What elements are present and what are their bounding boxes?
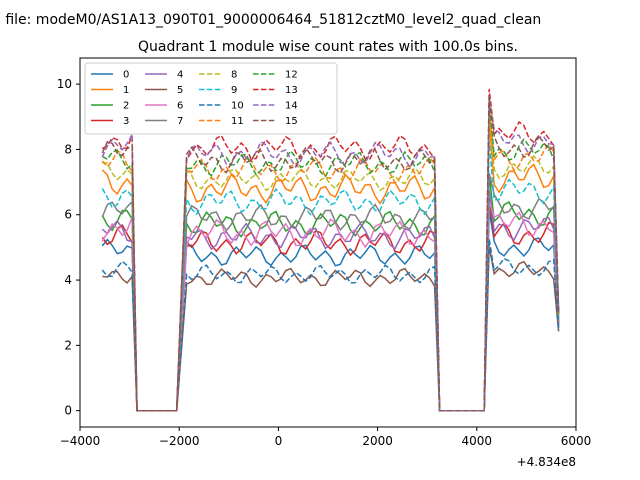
y-tick-label: 0 xyxy=(64,404,72,418)
legend-label-13: 13 xyxy=(285,85,298,96)
x-axis-offset-label: +4.834e8 xyxy=(517,455,576,469)
legend-label-10: 10 xyxy=(231,101,244,112)
legend-label-15: 15 xyxy=(285,116,298,127)
y-tick-label: 6 xyxy=(64,208,72,222)
y-axis: 0 2 4 6 8 10 xyxy=(57,77,80,418)
legend-label-2: 2 xyxy=(123,101,129,112)
legend-label-3: 3 xyxy=(123,116,129,127)
x-tick-label: 2000 xyxy=(362,434,393,448)
x-tick-label: 6000 xyxy=(561,434,592,448)
series-line-8 xyxy=(102,110,560,412)
chart-title: Quadrant 1 module wise count rates with … xyxy=(138,39,518,55)
y-tick-label: 2 xyxy=(64,338,72,352)
y-tick-label: 8 xyxy=(64,142,72,156)
x-tick-label: 4000 xyxy=(462,434,493,448)
legend-label-4: 4 xyxy=(177,70,183,81)
legend-label-8: 8 xyxy=(231,70,237,81)
x-tick-label: 0 xyxy=(275,434,283,448)
legend-label-6: 6 xyxy=(177,101,183,112)
x-axis: −4000 −2000 0 2000 4000 6000 xyxy=(60,427,592,448)
y-tick-label: 4 xyxy=(64,273,72,287)
series-line-15 xyxy=(101,96,560,412)
y-tick-label: 10 xyxy=(57,77,72,91)
legend-label-0: 0 xyxy=(123,70,129,81)
legend-label-7: 7 xyxy=(177,116,183,127)
legend-label-14: 14 xyxy=(285,101,298,112)
x-tick-label: −2000 xyxy=(159,434,200,448)
legend-label-11: 11 xyxy=(231,116,244,127)
figure-suptitle: n file: modeM0/AS1A13_090T01_9000006464_… xyxy=(0,12,541,28)
legend-label-9: 9 xyxy=(231,85,237,96)
plot-area-frame xyxy=(79,57,577,428)
legend-label-12: 12 xyxy=(285,70,298,81)
x-tick-label: −4000 xyxy=(60,434,101,448)
legend-label-1: 1 xyxy=(123,85,129,96)
series-layer xyxy=(101,88,560,412)
legend-box xyxy=(84,62,338,135)
legend-label-5: 5 xyxy=(177,85,183,96)
